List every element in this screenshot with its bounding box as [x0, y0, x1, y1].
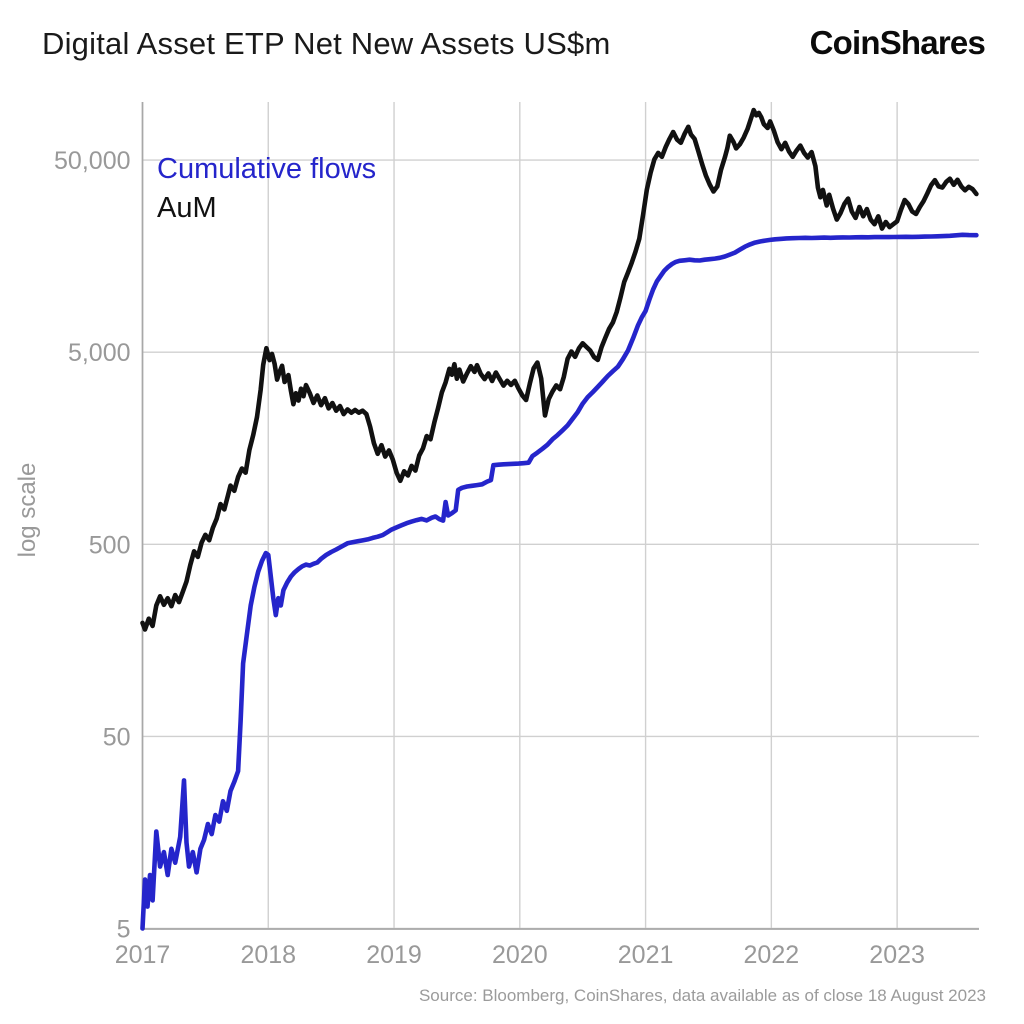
y-axis-tick-label: 500 — [89, 531, 131, 559]
y-axis-tick-label: 50 — [103, 723, 131, 751]
page-title: Digital Asset ETP Net New Assets US$m — [42, 26, 611, 61]
x-axis-tick-label: 2023 — [869, 941, 925, 969]
y-axis-tick-label: 5,000 — [68, 339, 131, 367]
x-axis-tick-label: 2020 — [492, 941, 548, 969]
y-axis-unit-label: log scale — [14, 462, 41, 558]
x-axis-tick-label: 2021 — [618, 941, 674, 969]
x-axis-tick-label: 2018 — [240, 941, 296, 969]
legend-aum: AuM — [157, 192, 217, 224]
x-axis-tick-label: 2017 — [115, 941, 171, 969]
x-axis-tick-label: 2019 — [366, 941, 422, 969]
legend-cumulative-flows: Cumulative flows — [157, 153, 377, 185]
coinshares-logo: CoinShares — [809, 24, 986, 61]
aum-line — [140, 107, 979, 632]
y-axis-tick-label: 50,000 — [54, 147, 130, 175]
source-attribution: Source: Bloomberg, CoinShares, data avai… — [418, 986, 986, 1005]
x-axis-tick-label: 2022 — [744, 941, 800, 969]
cumulative-flows-line — [140, 232, 979, 931]
y-axis-tick-label: 5 — [117, 916, 131, 944]
